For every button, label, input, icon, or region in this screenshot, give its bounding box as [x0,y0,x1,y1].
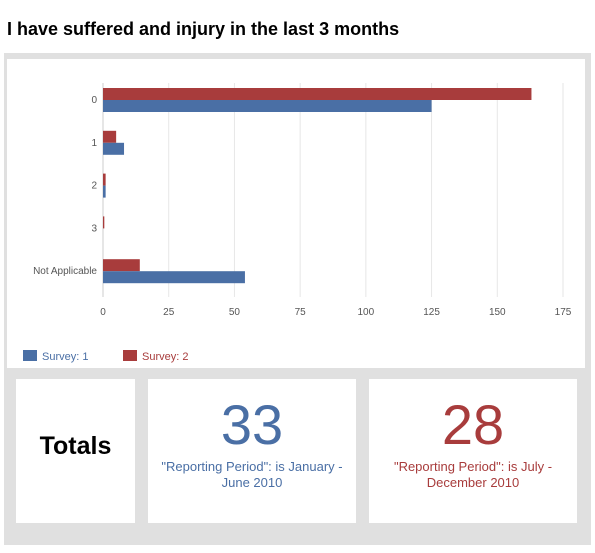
x-tick-label: 100 [358,307,375,318]
bar [103,259,140,272]
y-category-label: 3 [91,223,97,234]
x-tick-label: 25 [163,307,175,318]
bar [103,88,532,100]
x-tick-label: 175 [555,307,572,318]
x-tick-label: 0 [100,307,106,318]
period-total-value: 33 [220,393,284,456]
y-category-label: 1 [91,138,97,149]
totals-label: Totals [39,432,112,460]
period-card-first-half: 33 "Reporting Period": is January - June… [148,379,356,523]
legend-label: Survey: 1 [42,351,88,363]
x-tick-label: 150 [489,307,506,318]
legend-label: Survey: 2 [142,351,188,363]
bar-chart: 0 25 50 75 100 125 150 175 0 1 2 3 Not Applicable Sur… [23,83,572,363]
bar [103,271,245,284]
bar [103,173,106,186]
legend-swatch [23,350,37,361]
x-tick-label: 50 [229,307,241,318]
period-description: "Reporting Period": is July - December 2… [393,459,553,490]
bar [103,142,125,155]
bar [103,100,432,112]
y-category-label: 2 [91,181,97,192]
legend-swatch [123,350,137,361]
x-tick-label: 125 [423,307,440,318]
totals-card: Totals [16,379,135,523]
page-title: I have suffered and injury in the last 3… [7,19,400,39]
x-tick-label: 75 [295,307,307,318]
y-category-label: 0 [91,95,97,106]
period-description: "Reporting Period": is January - June 20… [161,459,343,490]
y-category-label: Not Applicable [33,266,97,277]
bar [103,185,106,198]
chart-panel: 0 25 50 75 100 125 150 175 0 1 2 3 Not Applicable Sur… [7,59,585,368]
period-card-second-half: 28 "Reporting Period": is July - Decembe… [369,379,577,523]
period-total-value: 28 [441,393,505,456]
bar [103,130,117,143]
bar [103,216,105,229]
